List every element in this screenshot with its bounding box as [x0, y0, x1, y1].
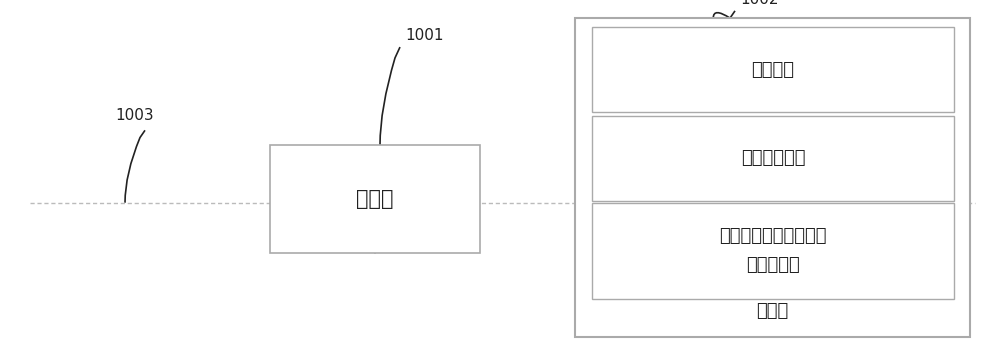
Text: 存储器: 存储器 [756, 302, 789, 320]
Text: 网络通信模块: 网络通信模块 [741, 150, 805, 167]
FancyBboxPatch shape [575, 18, 970, 337]
FancyBboxPatch shape [592, 203, 954, 299]
Text: 处理器: 处理器 [356, 189, 394, 209]
FancyBboxPatch shape [592, 116, 954, 201]
Text: 1002: 1002 [740, 0, 778, 7]
Text: 基于车载设备的车辆行
程计算程序: 基于车载设备的车辆行 程计算程序 [719, 227, 827, 274]
Text: 操作系统: 操作系统 [752, 61, 794, 79]
Text: 1003: 1003 [115, 108, 154, 123]
FancyBboxPatch shape [270, 145, 480, 253]
FancyBboxPatch shape [592, 27, 954, 112]
Text: 1001: 1001 [405, 29, 444, 43]
